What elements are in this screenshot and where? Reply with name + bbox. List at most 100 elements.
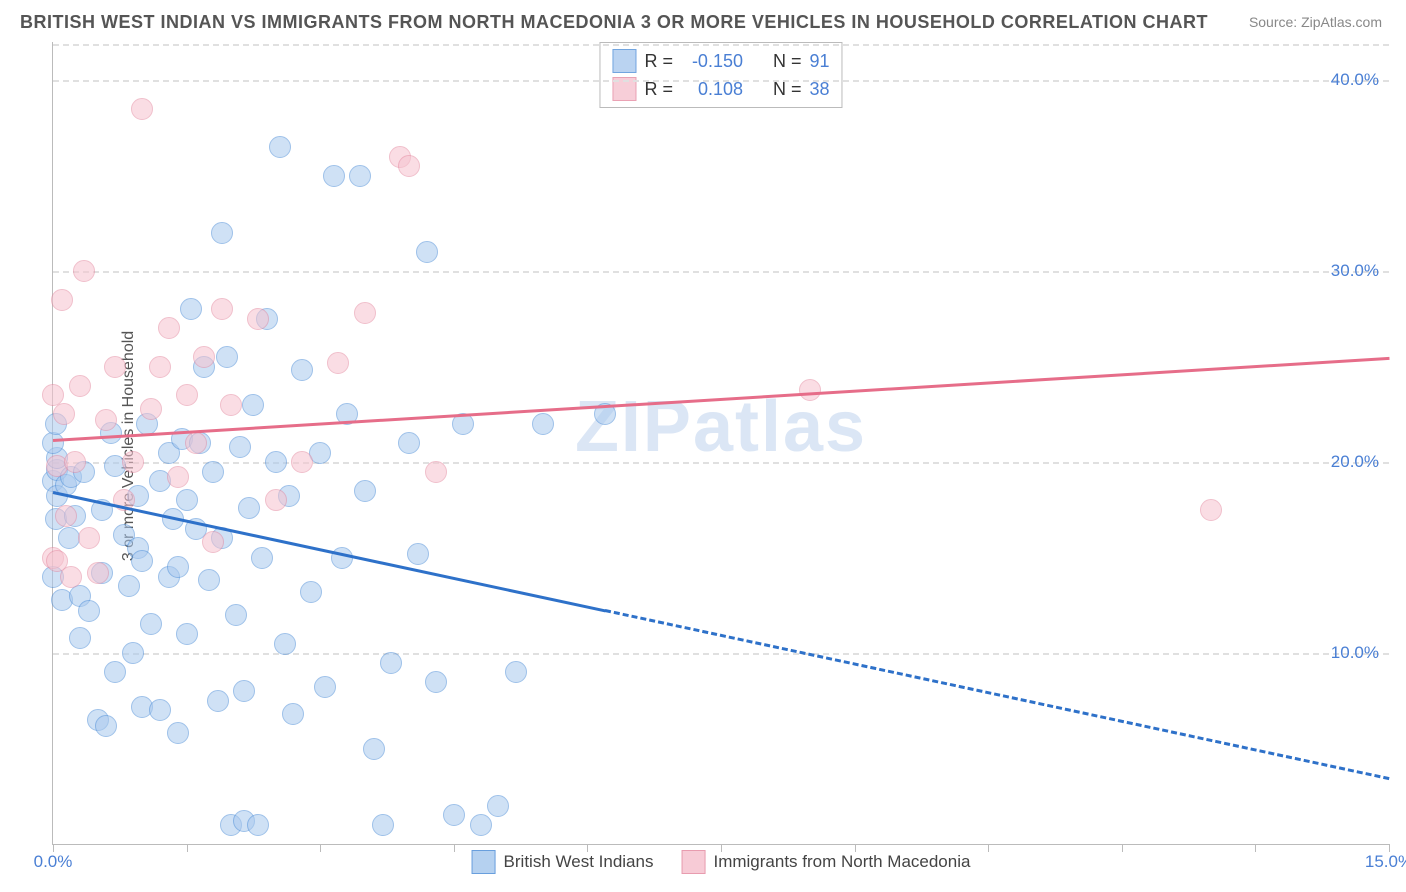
scatter-point [69, 627, 91, 649]
legend-label: British West Indians [504, 852, 654, 872]
scatter-point [398, 432, 420, 454]
scatter-point [95, 715, 117, 737]
scatter-point [242, 394, 264, 416]
x-tick [721, 844, 722, 852]
scatter-point [220, 394, 242, 416]
scatter-point [176, 384, 198, 406]
scatter-point [487, 795, 509, 817]
scatter-point [122, 642, 144, 664]
scatter-point [282, 703, 304, 725]
scatter-point [167, 556, 189, 578]
scatter-point [202, 531, 224, 553]
scatter-point [251, 547, 273, 569]
legend-series: British West Indians Immigrants from Nort… [472, 850, 971, 874]
scatter-point [354, 302, 376, 324]
gridline [53, 653, 1389, 655]
x-tick [187, 844, 188, 852]
scatter-point [233, 680, 255, 702]
legend-swatch [681, 850, 705, 874]
scatter-point [176, 489, 198, 511]
n-label: N = [773, 51, 802, 72]
scatter-point [73, 260, 95, 282]
scatter-point [247, 814, 269, 836]
scatter-chart: ZIPatlas R = -0.150N = 91R = 0.108N = 38… [52, 42, 1389, 845]
scatter-point [176, 623, 198, 645]
scatter-point [327, 352, 349, 374]
scatter-point [372, 814, 394, 836]
scatter-point [349, 165, 371, 187]
scatter-point [247, 308, 269, 330]
x-tick [1389, 844, 1390, 852]
scatter-point [185, 432, 207, 454]
r-value: -0.150 [681, 51, 743, 72]
regression-line [605, 609, 1389, 780]
y-tick-label: 40.0% [1331, 70, 1379, 90]
gridline [53, 462, 1389, 464]
legend-item: British West Indians [472, 850, 654, 874]
scatter-point [238, 497, 260, 519]
scatter-point [799, 379, 821, 401]
scatter-point [398, 155, 420, 177]
y-tick-label: 30.0% [1331, 261, 1379, 281]
scatter-point [380, 652, 402, 674]
legend-stat-row: R = -0.150 N = 91 [612, 47, 829, 75]
x-tick [1255, 844, 1256, 852]
scatter-point [265, 489, 287, 511]
scatter-point [87, 562, 109, 584]
scatter-point [53, 403, 75, 425]
scatter-point [140, 613, 162, 635]
x-tick [988, 844, 989, 852]
y-tick-label: 10.0% [1331, 643, 1379, 663]
gridline [53, 80, 1389, 82]
scatter-point [291, 359, 313, 381]
legend-swatch [472, 850, 496, 874]
scatter-point [158, 317, 180, 339]
scatter-point [149, 356, 171, 378]
scatter-point [443, 804, 465, 826]
chart-title: BRITISH WEST INDIAN VS IMMIGRANTS FROM N… [20, 12, 1208, 33]
x-tick [454, 844, 455, 852]
scatter-point [425, 461, 447, 483]
scatter-point [78, 600, 100, 622]
scatter-point [225, 604, 247, 626]
scatter-point [229, 436, 251, 458]
scatter-point [167, 466, 189, 488]
scatter-point [131, 550, 153, 572]
scatter-point [425, 671, 447, 693]
scatter-point [407, 543, 429, 565]
gridline [53, 44, 1389, 46]
scatter-point [363, 738, 385, 760]
scatter-point [291, 451, 313, 473]
x-tick [53, 844, 54, 852]
scatter-point [104, 356, 126, 378]
scatter-point [180, 298, 202, 320]
scatter-point [269, 136, 291, 158]
scatter-point [532, 413, 554, 435]
scatter-point [416, 241, 438, 263]
scatter-point [470, 814, 492, 836]
scatter-point [202, 461, 224, 483]
scatter-point [167, 722, 189, 744]
scatter-point [64, 451, 86, 473]
legend-label: Immigrants from North Macedonia [713, 852, 970, 872]
scatter-point [211, 298, 233, 320]
scatter-point [95, 409, 117, 431]
source-prefix: Source: [1249, 14, 1301, 30]
n-value: 91 [810, 51, 830, 72]
scatter-point [314, 676, 336, 698]
scatter-point [78, 527, 100, 549]
scatter-point [69, 375, 91, 397]
scatter-point [118, 575, 140, 597]
scatter-point [216, 346, 238, 368]
scatter-point [274, 633, 296, 655]
y-tick-label: 20.0% [1331, 452, 1379, 472]
scatter-point [51, 289, 73, 311]
scatter-point [1200, 499, 1222, 521]
x-tick [855, 844, 856, 852]
scatter-point [42, 432, 64, 454]
scatter-point [265, 451, 287, 473]
r-label: R = [644, 51, 673, 72]
scatter-point [354, 480, 376, 502]
legend-stats: R = -0.150N = 91R = 0.108N = 38 [599, 42, 842, 108]
scatter-point [104, 661, 126, 683]
